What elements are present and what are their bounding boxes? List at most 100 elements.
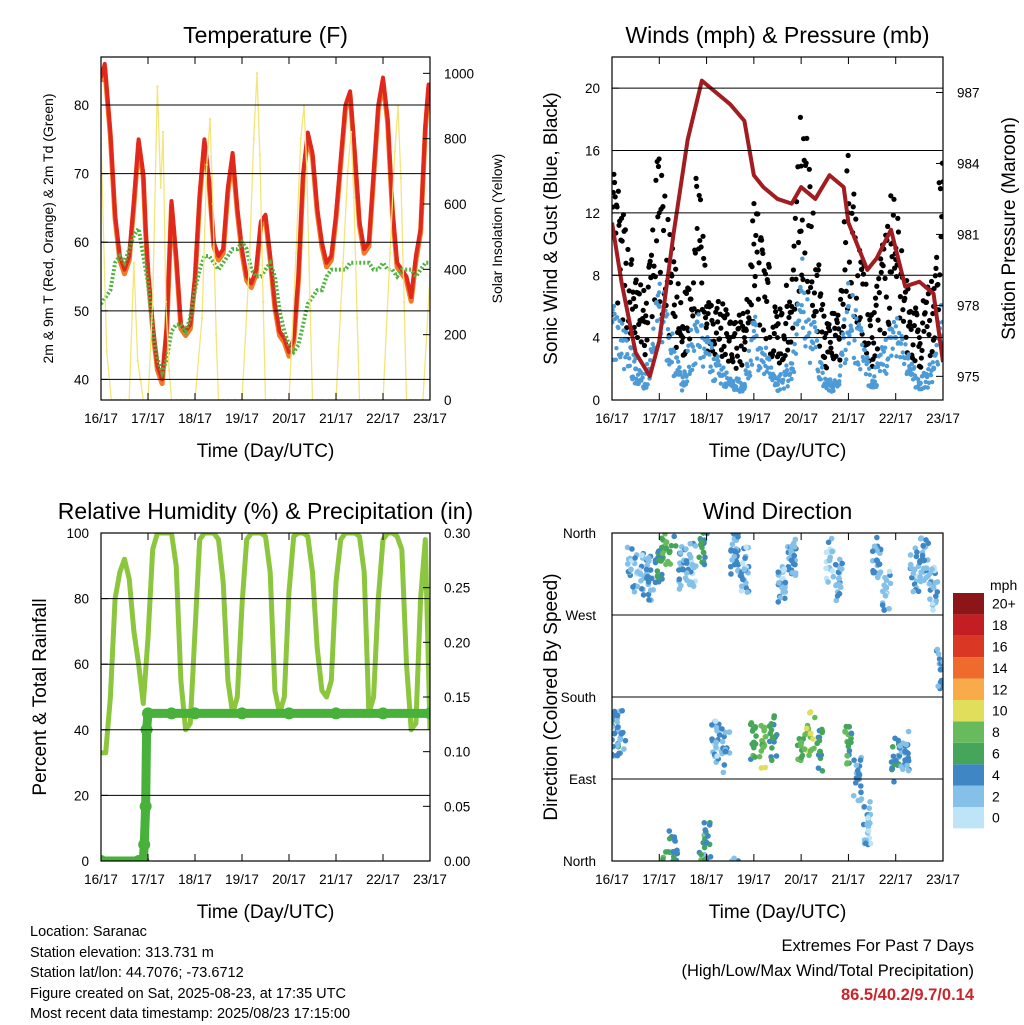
wind-point: [785, 347, 791, 353]
speed-legend: mph 0 2 4 6 8 10 12 14 16 18 20+: [953, 577, 1017, 829]
data-point: [252, 137, 255, 140]
y-tick-right-label: 981: [957, 227, 980, 242]
wind-point: [849, 328, 855, 333]
data-point: [200, 317, 204, 320]
data-point: [826, 557, 833, 564]
wind-point: [863, 371, 869, 377]
wind-point: [884, 371, 889, 376]
wind-point: [776, 360, 783, 366]
data-point: [663, 539, 670, 546]
wind-point: [638, 339, 644, 345]
wind-point: [613, 357, 619, 362]
x-tick-label: 21/17: [832, 411, 866, 426]
data-point: [689, 561, 696, 568]
data-point: [930, 584, 937, 591]
direction-point: [670, 857, 677, 861]
data-point: [911, 566, 918, 573]
wind-point: [894, 316, 900, 321]
wind-point: [906, 352, 911, 357]
wind-point: [644, 361, 650, 367]
wind-point: [860, 271, 867, 277]
wind-point: [624, 338, 629, 343]
wind-point: [690, 280, 697, 286]
direction-point: [614, 752, 621, 759]
wind-point: [898, 341, 904, 346]
wind-point: [828, 345, 834, 351]
chart-title: Winds (mph) & Pressure (mb): [625, 22, 929, 48]
wind-point: [752, 273, 758, 280]
direction-point: [758, 722, 764, 729]
direction-point: [773, 753, 780, 759]
legend-swatch: [953, 678, 984, 700]
direction-point: [867, 840, 874, 847]
wind-point: [744, 309, 751, 315]
wind-point: [751, 283, 758, 289]
legend-swatch: [953, 635, 984, 658]
wind-point: [937, 186, 943, 192]
wind-point: [803, 160, 809, 166]
wind-point: [936, 180, 942, 186]
wind-point: [686, 286, 692, 292]
wind-point: [842, 360, 848, 366]
wind-point: [721, 365, 726, 370]
x-tick-label: 20/17: [272, 872, 306, 887]
wind-point: [874, 283, 880, 289]
wind-point: [641, 342, 648, 349]
wind-point: [915, 327, 921, 333]
y-tick-label: 40: [74, 372, 89, 387]
direction-point: [819, 768, 826, 774]
direction-point: [862, 840, 869, 847]
direction-point: [629, 546, 635, 552]
wind-point: [748, 358, 753, 363]
data-point: [646, 575, 653, 582]
data-point: [679, 566, 686, 573]
wind-point: [740, 310, 746, 317]
wind-point: [614, 315, 620, 320]
wind-point: [854, 316, 859, 321]
direction-point: [909, 574, 915, 581]
wind-point: [931, 285, 937, 292]
wind-point: [841, 219, 847, 225]
wind-point: [840, 352, 845, 358]
wind-point: [746, 348, 752, 354]
wind-point: [755, 211, 761, 217]
direction-point: [870, 569, 877, 576]
wind-point: [797, 114, 804, 120]
wind-point: [813, 308, 819, 315]
x-tick-label: 19/17: [225, 872, 259, 887]
extremes-title: Extremes For Past 7 Days: [781, 937, 974, 955]
data-point: [722, 748, 729, 755]
direction-point: [666, 549, 673, 556]
wind-point: [827, 327, 833, 334]
wind-point: [633, 277, 639, 283]
wind-point: [655, 163, 662, 170]
direction-point: [726, 729, 733, 735]
data-point: [393, 150, 396, 153]
direction-point: [895, 737, 902, 744]
direction-point: [790, 540, 797, 546]
wind-point: [772, 304, 778, 310]
wind-point: [688, 296, 694, 302]
wind-point: [917, 340, 923, 347]
wind-point: [811, 290, 818, 296]
wind-point: [676, 359, 681, 364]
direction-point: [819, 726, 825, 733]
wind-point: [781, 386, 787, 391]
wind-point: [815, 267, 821, 273]
wind-point: [704, 321, 710, 327]
direction-point: [861, 803, 868, 810]
direction-point: [857, 783, 864, 789]
direction-point: [638, 552, 645, 559]
wind-point: [621, 366, 627, 372]
wind-point: [665, 312, 670, 317]
direction-point: [632, 555, 638, 561]
data-point: [698, 539, 705, 546]
wind-point: [867, 323, 874, 329]
direction-point: [883, 577, 890, 584]
direction-point: [812, 714, 818, 721]
wind-point: [791, 243, 797, 249]
data-point: [633, 366, 639, 372]
direction-point: [683, 546, 689, 552]
wind-point: [865, 340, 872, 346]
y-tick-label: 0: [81, 854, 89, 869]
